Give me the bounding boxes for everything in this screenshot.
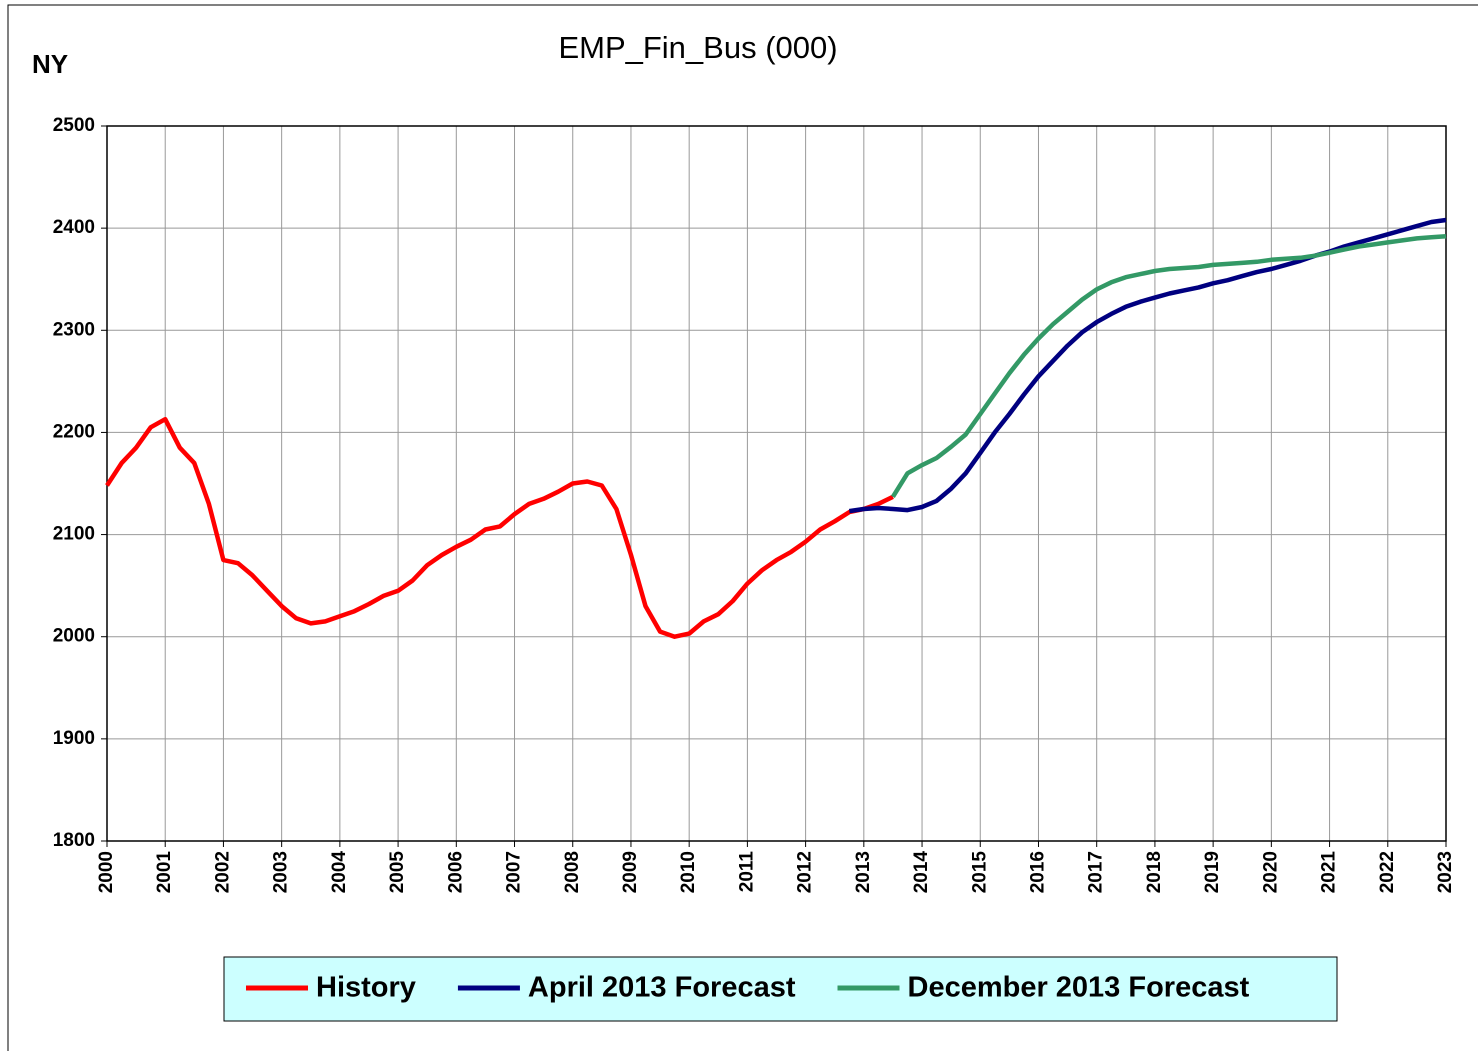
x-tick-label: 2014 bbox=[911, 851, 932, 894]
x-tick-label: 2004 bbox=[329, 851, 350, 894]
x-tick-label: 2001 bbox=[154, 851, 175, 894]
y-tick-label: 2500 bbox=[53, 115, 95, 136]
y-tick-label: 1800 bbox=[53, 830, 95, 851]
y-tick-label: 2200 bbox=[53, 421, 95, 442]
chart-title: EMP_Fin_Bus (000) bbox=[558, 30, 837, 65]
legend: History April 2013 Forecast December 2013 … bbox=[223, 956, 1338, 1022]
series-line bbox=[890, 234, 1447, 498]
x-tick-label: 2008 bbox=[562, 851, 583, 893]
region-label: NY bbox=[32, 49, 68, 79]
x-tick-label: 2010 bbox=[678, 851, 699, 893]
x-tick-label: 2015 bbox=[969, 851, 990, 894]
x-tick-label: 2018 bbox=[1144, 851, 1165, 893]
legend-label: April 2013 Forecast bbox=[528, 972, 796, 1004]
y-tick-label: 2100 bbox=[53, 524, 95, 545]
x-tick-label: 2013 bbox=[853, 851, 874, 893]
y-tick-label: 2300 bbox=[53, 319, 95, 340]
x-tick-label: 2017 bbox=[1086, 851, 1107, 893]
x-tick-label: 2016 bbox=[1027, 851, 1048, 893]
legend-box bbox=[223, 956, 1338, 1022]
x-tick-label: 2000 bbox=[96, 851, 117, 893]
y-tick-label: 2000 bbox=[53, 626, 95, 647]
y-tick-label: 1900 bbox=[53, 728, 95, 749]
x-tick-label: 2021 bbox=[1319, 851, 1340, 894]
y-tick-label: 2400 bbox=[53, 217, 95, 238]
legend-label: History bbox=[316, 972, 416, 1004]
x-tick-label: 2003 bbox=[271, 851, 292, 893]
series-line bbox=[848, 217, 1447, 514]
x-tick-label: 2012 bbox=[795, 851, 816, 893]
x-tick-label: 2022 bbox=[1377, 851, 1398, 893]
x-tick-label: 2007 bbox=[504, 851, 525, 893]
x-tick-label: 2005 bbox=[387, 851, 408, 894]
x-tick-label: 2019 bbox=[1202, 851, 1223, 893]
plot-area bbox=[107, 126, 1446, 841]
x-tick-label: 2023 bbox=[1435, 851, 1456, 893]
series-line bbox=[105, 416, 894, 639]
x-tick-label: 2011 bbox=[736, 851, 757, 893]
legend-label: December 2013 Forecast bbox=[908, 972, 1250, 1004]
x-tick-label: 2009 bbox=[620, 851, 641, 893]
x-tick-label: 2006 bbox=[445, 851, 466, 893]
x-tick-label: 2002 bbox=[212, 851, 233, 893]
x-tick-label: 2020 bbox=[1260, 851, 1281, 893]
